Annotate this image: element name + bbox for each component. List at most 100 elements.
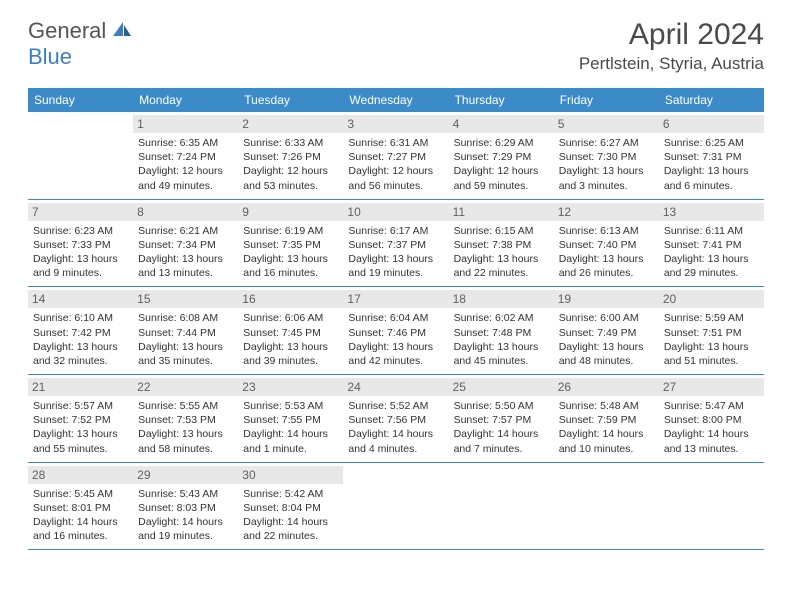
day-cell: 7Sunrise: 6:23 AMSunset: 7:33 PMDaylight… [28,200,133,287]
sunrise-line: Sunrise: 6:21 AM [138,224,233,238]
daylight-line: and 19 minutes. [348,266,443,280]
sunset-line: Sunset: 7:38 PM [454,238,549,252]
daylight-line: Daylight: 13 hours [454,252,549,266]
daylight-line: and 10 minutes. [559,442,654,456]
sunset-line: Sunset: 7:40 PM [559,238,654,252]
sunset-line: Sunset: 7:51 PM [664,326,759,340]
sunrise-line: Sunrise: 5:53 AM [243,399,338,413]
daylight-line: and 7 minutes. [454,442,549,456]
day-number: 21 [28,378,133,396]
daylight-line: and 29 minutes. [664,266,759,280]
sunrise-line: Sunrise: 5:57 AM [33,399,128,413]
sunset-line: Sunset: 7:26 PM [243,150,338,164]
day-cell: 21 Sunrise: 5:57 AMSunset: 7:52 PMDayligh… [28,375,133,462]
week-row: 7Sunrise: 6:23 AMSunset: 7:33 PMDaylight… [28,200,764,288]
sunrise-line: Sunrise: 6:19 AM [243,224,338,238]
day-number: 2 [238,115,343,133]
sunset-line: Sunset: 7:52 PM [33,413,128,427]
daylight-line: and 3 minutes. [559,179,654,193]
week-row: 1Sunrise: 6:35 AMSunset: 7:24 PMDaylight… [28,112,764,200]
day-cell: 15Sunrise: 6:08 AMSunset: 7:44 PMDayligh… [133,287,238,374]
daylight-line: Daylight: 13 hours [559,164,654,178]
sunset-line: Sunset: 7:27 PM [348,150,443,164]
sunset-line: Sunset: 8:00 PM [664,413,759,427]
day-cell: 12Sunrise: 6:13 AMSunset: 7:40 PMDayligh… [554,200,659,287]
daylight-line: Daylight: 13 hours [664,252,759,266]
daylight-line: Daylight: 14 hours [348,427,443,441]
calendar: SundayMondayTuesdayWednesdayThursdayFrid… [28,88,764,550]
sunrise-line: Sunrise: 6:00 AM [559,311,654,325]
daylight-line: and 19 minutes. [138,529,233,543]
daylight-line: Daylight: 14 hours [243,515,338,529]
day-cell: 11Sunrise: 6:15 AMSunset: 7:38 PMDayligh… [449,200,554,287]
weeks-container: 1Sunrise: 6:35 AMSunset: 7:24 PMDaylight… [28,112,764,550]
daylight-line: Daylight: 14 hours [664,427,759,441]
day-cell: 23Sunrise: 5:53 AMSunset: 7:55 PMDayligh… [238,375,343,462]
day-number: 29 [133,466,238,484]
sunrise-line: Sunrise: 6:13 AM [559,224,654,238]
day-number: 4 [449,115,554,133]
day-cell: 29Sunrise: 5:43 AMSunset: 8:03 PMDayligh… [133,463,238,550]
daylight-line: and 56 minutes. [348,179,443,193]
sunset-line: Sunset: 8:01 PM [33,501,128,515]
daylight-line: Daylight: 13 hours [348,252,443,266]
sunrise-line: Sunrise: 6:23 AM [33,224,128,238]
sunrise-line: Sunrise: 5:47 AM [664,399,759,413]
day-number: 23 [238,378,343,396]
daylight-line: and 49 minutes. [138,179,233,193]
day-cell [343,463,448,550]
daylight-line: Daylight: 12 hours [454,164,549,178]
day-number: 20 [659,290,764,308]
day-number: 15 [133,290,238,308]
daylight-line: Daylight: 14 hours [559,427,654,441]
daylight-line: Daylight: 13 hours [243,340,338,354]
sunset-line: Sunset: 7:41 PM [664,238,759,252]
day-cell: 26Sunrise: 5:48 AMSunset: 7:59 PMDayligh… [554,375,659,462]
daylight-line: and 51 minutes. [664,354,759,368]
day-cell: 14Sunrise: 6:10 AMSunset: 7:42 PMDayligh… [28,287,133,374]
daylight-line: and 9 minutes. [33,266,128,280]
sunset-line: Sunset: 7:56 PM [348,413,443,427]
sunrise-line: Sunrise: 5:55 AM [138,399,233,413]
sunset-line: Sunset: 8:03 PM [138,501,233,515]
day-number: 18 [449,290,554,308]
sunrise-line: Sunrise: 6:06 AM [243,311,338,325]
sunrise-line: Sunrise: 6:02 AM [454,311,549,325]
logo: General [28,18,135,44]
month-title: April 2024 [579,18,764,52]
day-number: 1 [133,115,238,133]
day-number: 25 [449,378,554,396]
dow-cell: Wednesday [343,88,448,112]
daylight-line: and 58 minutes. [138,442,233,456]
dow-cell: Saturday [659,88,764,112]
day-number: 30 [238,466,343,484]
daylight-line: and 16 minutes. [243,266,338,280]
day-cell: 30Sunrise: 5:42 AMSunset: 8:04 PMDayligh… [238,463,343,550]
sunset-line: Sunset: 7:53 PM [138,413,233,427]
day-cell [659,463,764,550]
daylight-line: Daylight: 13 hours [138,427,233,441]
daylight-line: Daylight: 13 hours [33,427,128,441]
sunset-line: Sunset: 7:30 PM [559,150,654,164]
sunrise-line: Sunrise: 5:48 AM [559,399,654,413]
dow-row: SundayMondayTuesdayWednesdayThursdayFrid… [28,88,764,112]
day-cell: 28Sunrise: 5:45 AMSunset: 8:01 PMDayligh… [28,463,133,550]
day-number [343,466,448,470]
dow-cell: Tuesday [238,88,343,112]
daylight-line: Daylight: 12 hours [243,164,338,178]
day-number: 24 [343,378,448,396]
day-cell: 8Sunrise: 6:21 AMSunset: 7:34 PMDaylight… [133,200,238,287]
sunrise-line: Sunrise: 6:29 AM [454,136,549,150]
day-number: 28 [28,466,133,484]
week-row: 14Sunrise: 6:10 AMSunset: 7:42 PMDayligh… [28,287,764,375]
daylight-line: Daylight: 13 hours [138,252,233,266]
sunset-line: Sunset: 7:45 PM [243,326,338,340]
daylight-line: and 45 minutes. [454,354,549,368]
sunrise-line: Sunrise: 6:17 AM [348,224,443,238]
sunset-line: Sunset: 7:29 PM [454,150,549,164]
sunset-line: Sunset: 7:33 PM [33,238,128,252]
daylight-line: Daylight: 13 hours [664,164,759,178]
daylight-line: Daylight: 13 hours [138,340,233,354]
day-cell: 6Sunrise: 6:25 AMSunset: 7:31 PMDaylight… [659,112,764,199]
day-number [449,466,554,470]
